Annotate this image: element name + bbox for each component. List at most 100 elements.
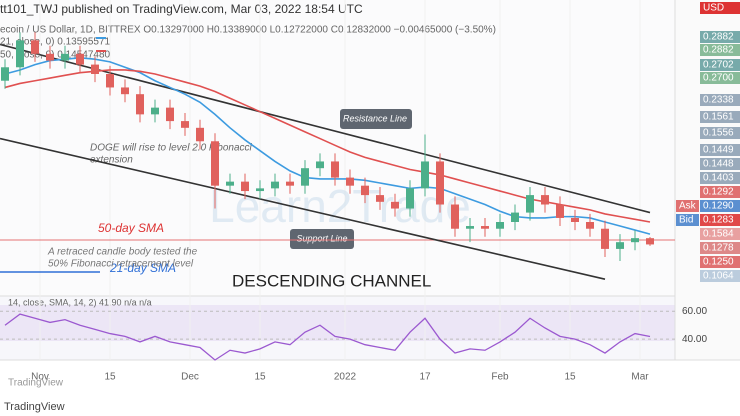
price-tag-label: 0.2702 xyxy=(703,60,734,71)
price-tag-label: 0.2700 xyxy=(703,73,734,84)
legend-entry: 21, close, 0) 0.13595571 xyxy=(0,37,111,48)
price-tag-label: 0.1561 xyxy=(703,112,734,123)
price-tag-label: 0.1064 xyxy=(703,271,734,282)
candle-body xyxy=(346,177,354,186)
candle-body xyxy=(46,53,54,61)
candle-body xyxy=(556,204,564,218)
candle-body xyxy=(481,226,489,229)
annotation: Support Line xyxy=(296,233,347,243)
price-tag xyxy=(700,214,740,226)
watermark: Learn2Trade xyxy=(209,180,471,232)
candle-body xyxy=(616,242,624,249)
candle-body xyxy=(136,94,144,115)
candle-body xyxy=(361,185,369,196)
ask-label: Ask xyxy=(679,201,697,212)
logo: TradingView xyxy=(8,378,64,389)
price-tag-label: 0.1403 xyxy=(703,173,734,184)
label-box xyxy=(340,109,412,129)
x-tick-label: 17 xyxy=(419,372,431,383)
price-tag xyxy=(700,158,740,170)
y-tick-label: 60.00 xyxy=(682,306,707,317)
bid-box xyxy=(676,214,699,226)
price-tag xyxy=(700,111,740,123)
candle-body xyxy=(541,195,549,205)
candle-body xyxy=(271,181,279,189)
candle-body xyxy=(646,238,654,245)
channel-line xyxy=(0,43,651,214)
x-tick-label: 15 xyxy=(104,372,116,383)
price-tag xyxy=(700,228,740,240)
candle-body xyxy=(631,238,639,243)
legend-swatch xyxy=(96,50,106,52)
annotation: 21-day SMA xyxy=(109,261,176,275)
price-tag xyxy=(700,94,740,106)
candle-body xyxy=(451,204,459,229)
candle-body xyxy=(466,226,474,229)
price-tag xyxy=(700,59,740,71)
rsi-line xyxy=(4,313,651,361)
price-tag xyxy=(700,44,740,56)
price-tag xyxy=(700,256,740,268)
candle-body xyxy=(121,87,129,95)
price-tag xyxy=(700,127,740,139)
price-tag-label: 0.2882 xyxy=(703,45,734,56)
legend-entry: 50, close, 0) 0.14547480 xyxy=(0,50,111,61)
sma-line xyxy=(4,57,651,235)
price-tag-label: 0.1449 xyxy=(703,145,734,156)
candle-body xyxy=(256,188,264,192)
ask-box xyxy=(676,200,699,212)
price-tag xyxy=(700,144,740,156)
label-box xyxy=(290,229,354,249)
price-tag-label: 0.2882 xyxy=(703,32,734,43)
price-tag-label: 0.1292 xyxy=(703,187,734,198)
annotation: 50% Fibonacci retracement level xyxy=(48,259,194,270)
price-tag xyxy=(700,270,740,282)
x-tick-label: 2022 xyxy=(334,372,357,383)
candle-body xyxy=(421,161,429,189)
x-tick-label: Dec xyxy=(181,372,199,383)
price-tag-label: 0.1250 xyxy=(703,257,734,268)
candle-body xyxy=(286,181,294,186)
candle-body xyxy=(106,74,114,88)
candle-body xyxy=(301,168,309,186)
candle-body xyxy=(241,181,249,192)
candle-body xyxy=(76,53,84,65)
price-tag-label: USD xyxy=(703,3,724,14)
rsi-band xyxy=(0,305,675,341)
candle-body xyxy=(406,188,414,209)
annotation: 50-day SMA xyxy=(98,221,164,235)
candle-body xyxy=(196,127,204,142)
annotation: Resistance Line xyxy=(343,113,407,123)
candle-body xyxy=(511,212,519,222)
candle-body xyxy=(61,53,69,61)
candle-body xyxy=(151,107,159,115)
candle-body xyxy=(376,195,384,202)
annotation: A retraced candle body tested the xyxy=(47,247,198,258)
x-tick-label: 15 xyxy=(564,372,576,383)
footer: TradingView xyxy=(4,401,65,413)
x-tick-label: Nov xyxy=(31,372,49,383)
price-tag-label: 0.1290 xyxy=(703,201,734,212)
price-tag-label: 0.1556 xyxy=(703,128,734,139)
price-tag xyxy=(700,31,740,43)
candle-body xyxy=(601,228,609,249)
candle-body xyxy=(31,40,39,54)
candle-body xyxy=(526,195,534,213)
price-tag xyxy=(700,242,740,254)
candle-body xyxy=(91,64,99,74)
price-tag-label: 0.1283 xyxy=(703,215,734,226)
candle-body xyxy=(181,121,189,128)
price-tag xyxy=(700,200,740,212)
rsi-legend: 14, close, SMA, 14, 2) 41.90 n/a n/a xyxy=(8,297,152,307)
candle-body xyxy=(331,161,339,178)
candle-body xyxy=(166,107,174,122)
price-tag xyxy=(700,2,740,14)
x-tick-label: Mar xyxy=(631,372,649,383)
candle-body xyxy=(16,40,24,68)
x-tick-label: Feb xyxy=(491,372,509,383)
price-tag-label: 0.1448 xyxy=(703,159,734,170)
candle-body xyxy=(571,217,579,222)
candle-body xyxy=(391,201,399,209)
x-tick-label: 15 xyxy=(254,372,266,383)
